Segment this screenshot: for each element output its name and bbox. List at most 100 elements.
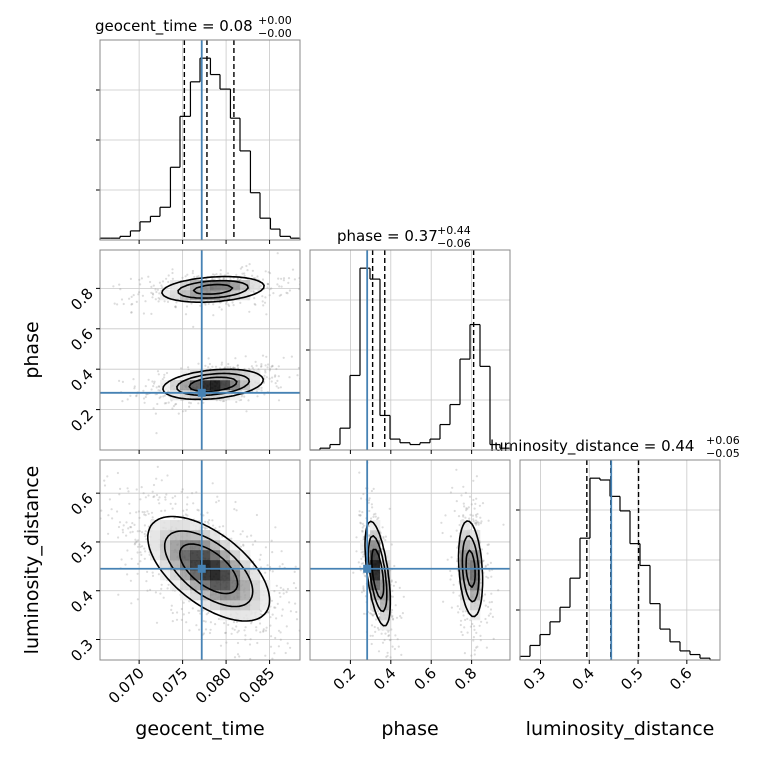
joint-geocent-time-luminosity-distance-sample-571 — [260, 610, 263, 613]
joint-phase-luminosity-distance-sample-796 — [481, 560, 485, 563]
joint-geocent-time-luminosity-distance-sample-426 — [206, 511, 209, 514]
title-phase: phase = 0.37 — [337, 227, 438, 245]
joint-geocent-time-luminosity-distance-density-cell-7-7 — [170, 580, 181, 591]
joint-phase-luminosity-distance-sample-45 — [358, 510, 361, 513]
joint-geocent-time-luminosity-distance-density-cell-6-14 — [240, 590, 251, 601]
joint-phase-luminosity-distance-sample-580 — [479, 634, 482, 638]
joint-geocent-time-luminosity-distance-sample-468 — [205, 613, 208, 616]
joint-geocent-time-phase-sample-42 — [163, 376, 166, 379]
joint-geocent-time-luminosity-distance-sample-744 — [143, 513, 146, 516]
joint-geocent-time-luminosity-distance-sample-498 — [223, 622, 226, 625]
joint-geocent-time-phase-sample-586 — [150, 291, 153, 294]
joint-phase-luminosity-distance-sample-510 — [473, 649, 476, 652]
joint-geocent-time-phase-sample-603 — [174, 305, 177, 308]
joint-geocent-time-phase-sample-780 — [276, 283, 279, 286]
joint-phase-luminosity-distance-sample-187 — [390, 543, 393, 546]
joint-geocent-time-luminosity-distance-sample-196 — [137, 510, 140, 513]
joint-phase-luminosity-distance-sample-669 — [486, 552, 489, 555]
joint-geocent-time-phase-sample-130 — [155, 386, 158, 389]
joint-geocent-time-phase-sample-354 — [260, 389, 263, 392]
joint-geocent-time-phase-sample-430 — [220, 363, 223, 366]
joint-geocent-time-luminosity-distance-density-cell-6-12 — [220, 590, 231, 601]
joint-geocent-time-phase-density-cell-16-8 — [180, 280, 191, 291]
joint-geocent-time-phase-contour-1 — [176, 279, 251, 397]
joint-geocent-time-phase-density-cell-15-7 — [170, 290, 181, 301]
joint-geocent-time-luminosity-distance-sample-572 — [139, 551, 142, 554]
joint-phase-luminosity-distance-sample-570 — [464, 516, 467, 519]
joint-geocent-time-phase-sample-557 — [239, 267, 242, 270]
joint-phase-luminosity-distance-sample-426 — [360, 551, 363, 554]
joint-geocent-time-luminosity-distance-sample-402 — [171, 620, 174, 623]
joint-geocent-time-phase-sample-420 — [181, 410, 185, 413]
joint-geocent-time-phase-sample-706 — [231, 301, 234, 304]
joint-phase-luminosity-distance-density-cell-6-7 — [380, 590, 391, 601]
joint-geocent-time-luminosity-distance-sample-546 — [117, 525, 121, 529]
joint-geocent-time-luminosity-distance-sample-749 — [321, 627, 323, 629]
joint-geocent-time-phase-sample-673 — [291, 268, 295, 271]
joint-geocent-time-phase-density-cell-6-12 — [220, 380, 231, 391]
joint-phase-luminosity-distance-sample-336 — [357, 561, 360, 564]
joint-phase-luminosity-distance-sample-188 — [377, 667, 379, 669]
joint-phase-luminosity-distance-sample-255 — [383, 638, 386, 642]
joint-geocent-time-luminosity-distance-sample-670 — [169, 502, 172, 505]
joint-phase-luminosity-distance-sample-163 — [355, 550, 358, 553]
joint-geocent-time-phase-ytick-label-3: 0.8 — [67, 284, 97, 314]
joint-geocent-time-phase-sample-178 — [189, 402, 192, 405]
title-luminosity-distance-plus: +0.06 — [706, 434, 740, 447]
joint-phase-luminosity-distance-sample-21 — [391, 615, 394, 619]
joint-geocent-time-phase-sample-370 — [260, 364, 263, 368]
joint-geocent-time-phase-sample-790 — [287, 277, 291, 280]
joint-phase-luminosity-distance-density-cell-5-6 — [370, 600, 381, 611]
joint-geocent-time-luminosity-distance-density-cell-7-12 — [220, 580, 231, 591]
joint-geocent-time-luminosity-distance-sample-860 — [182, 509, 185, 512]
joint-geocent-time-luminosity-distance-density-cell-7-13 — [230, 580, 241, 591]
joint-geocent-time-luminosity-distance-sample-807 — [174, 495, 177, 498]
joint-geocent-time-luminosity-distance-sample-792 — [277, 645, 280, 648]
joint-geocent-time-luminosity-distance-density-cell-5-16 — [260, 600, 271, 611]
joint-geocent-time-phase-sample-189 — [121, 380, 124, 383]
joint-geocent-time-luminosity-distance-sample-799 — [207, 611, 210, 615]
joint-geocent-time-luminosity-distance-sample-331 — [195, 624, 198, 627]
joint-geocent-time-luminosity-distance-density-cell-8-8 — [180, 570, 191, 581]
joint-geocent-time-phase-sample-664 — [138, 291, 141, 294]
joint-geocent-time-luminosity-distance-sample-890 — [258, 558, 261, 561]
joint-phase-luminosity-distance-sample-548 — [457, 515, 461, 518]
joint-geocent-time-luminosity-distance-sample-219 — [239, 533, 242, 536]
joint-geocent-time-phase-sample-187 — [156, 402, 159, 406]
joint-geocent-time-luminosity-distance-sample-845 — [147, 512, 150, 515]
joint-geocent-time-luminosity-distance-sample-260 — [204, 628, 208, 631]
hist-luminosity-distance-frame — [519, 459, 721, 661]
joint-geocent-time-luminosity-distance-sample-673 — [145, 538, 148, 541]
joint-geocent-time-luminosity-distance-sample-336 — [129, 531, 132, 534]
joint-phase-luminosity-distance-sample-600 — [449, 491, 452, 494]
joint-geocent-time-phase-sample-769 — [270, 287, 273, 290]
joint-geocent-time-luminosity-distance-sample-627 — [294, 602, 297, 605]
joint-phase-luminosity-distance-sample-699 — [461, 610, 465, 613]
joint-geocent-time-phase-sample-170 — [152, 385, 155, 388]
joint-geocent-time-luminosity-distance-sample-482 — [252, 565, 255, 568]
joint-geocent-time-luminosity-distance-sample-232 — [279, 595, 282, 598]
joint-geocent-time-luminosity-distance-sample-824 — [111, 517, 114, 520]
joint-geocent-time-luminosity-distance-sample-543 — [269, 566, 272, 569]
joint-geocent-time-phase-sample-116 — [172, 405, 175, 408]
joint-phase-luminosity-distance-sample-519 — [487, 576, 490, 579]
joint-geocent-time-phase-density-cell-15-6 — [160, 290, 171, 301]
joint-phase-luminosity-distance-sample-697 — [485, 575, 488, 578]
joint-geocent-time-luminosity-distance-sample-840 — [285, 625, 288, 628]
joint-geocent-time-phase-sample-97 — [65, 392, 67, 394]
joint-geocent-time-luminosity-distance-sample-574 — [100, 509, 103, 512]
joint-geocent-time-phase-sample-772 — [184, 313, 188, 316]
joint-geocent-time-luminosity-distance-sample-553 — [180, 607, 183, 611]
joint-geocent-time-phase-sample-626 — [192, 325, 195, 328]
joint-geocent-time-phase-sample-448 — [151, 380, 154, 383]
joint-geocent-time-phase-sample-648 — [165, 277, 168, 280]
joint-geocent-time-phase-sample-762 — [120, 298, 124, 301]
joint-phase-luminosity-distance-sample-324 — [390, 628, 393, 631]
joint-geocent-time-phase-sample-61 — [221, 400, 225, 403]
joint-geocent-time-phase-sample-491 — [202, 401, 205, 404]
joint-geocent-time-luminosity-distance-sample-545 — [217, 617, 220, 621]
joint-phase-luminosity-distance-sample-673 — [490, 575, 493, 578]
joint-geocent-time-luminosity-distance-density-cell-10-5 — [150, 550, 161, 561]
joint-geocent-time-luminosity-distance-sample-592 — [234, 500, 237, 504]
joint-geocent-time-luminosity-distance-sample-496 — [209, 621, 212, 624]
